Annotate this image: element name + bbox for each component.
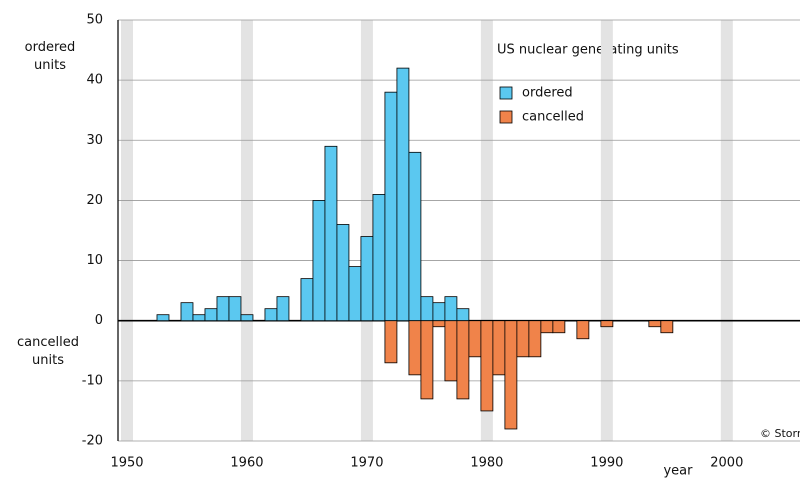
bar	[360, 236, 374, 322]
bar	[456, 320, 470, 400]
bar	[600, 320, 614, 328]
bar	[324, 145, 338, 322]
bar	[240, 314, 254, 322]
x-tick-label: 2000	[710, 456, 743, 471]
y-tick-label: 0	[95, 313, 103, 328]
y-tick-label: 10	[86, 253, 103, 268]
legend-label: ordered	[522, 86, 573, 101]
bar	[396, 67, 410, 322]
bar	[408, 151, 422, 322]
bar	[216, 296, 230, 322]
bar	[420, 320, 434, 400]
y-label-bottom: cancelled units	[17, 335, 79, 368]
bar	[456, 308, 470, 322]
x-tick-label: 1970	[350, 456, 383, 471]
y-tick-label: 30	[86, 133, 103, 148]
y-tick-label: -20	[82, 434, 103, 449]
x-tick-label: 1950	[110, 456, 143, 471]
bar	[372, 194, 386, 322]
decade-band	[480, 20, 493, 441]
bar	[552, 320, 566, 334]
bar	[432, 302, 446, 322]
bar	[492, 320, 506, 376]
bar	[348, 266, 362, 322]
decade-band	[600, 20, 613, 441]
y-tick-label: 20	[86, 193, 103, 208]
bar	[444, 320, 458, 382]
bar	[156, 314, 170, 322]
decade-band	[120, 20, 133, 441]
bar	[300, 278, 314, 322]
bar	[528, 320, 542, 358]
bar	[336, 224, 350, 322]
bar	[468, 320, 482, 358]
decade-band	[720, 20, 733, 441]
credit: © Storm	[760, 427, 800, 440]
bar	[504, 320, 518, 430]
x-axis-label: year	[663, 464, 693, 479]
bar	[408, 320, 422, 376]
bar	[180, 302, 194, 322]
bar	[384, 91, 398, 322]
bar	[204, 308, 218, 322]
bar	[384, 320, 398, 364]
bar	[660, 320, 674, 334]
y-tick-label: 50	[86, 13, 103, 28]
x-tick-label: 1960	[230, 456, 263, 471]
decade-band	[360, 20, 373, 441]
bar	[420, 296, 434, 322]
bar	[276, 296, 290, 322]
bar	[576, 320, 590, 340]
legend-swatch	[499, 86, 513, 100]
bar	[432, 320, 446, 328]
bar	[192, 314, 206, 322]
bar	[228, 296, 242, 322]
decade-band	[240, 20, 253, 441]
bar	[480, 320, 494, 412]
bar	[540, 320, 554, 334]
bar	[444, 296, 458, 322]
bar	[312, 200, 326, 322]
bar	[648, 320, 662, 328]
y-tick-label: 40	[86, 73, 103, 88]
bar	[264, 308, 278, 322]
x-tick-label: 1990	[590, 456, 623, 471]
y-tick-label: -10	[82, 373, 103, 388]
chart-title: US nuclear generating units	[497, 43, 679, 58]
bar	[516, 320, 530, 358]
legend-swatch	[499, 110, 513, 124]
y-label-top: ordered units	[25, 40, 76, 73]
legend-label: cancelled	[522, 110, 584, 125]
x-tick-label: 1980	[470, 456, 503, 471]
